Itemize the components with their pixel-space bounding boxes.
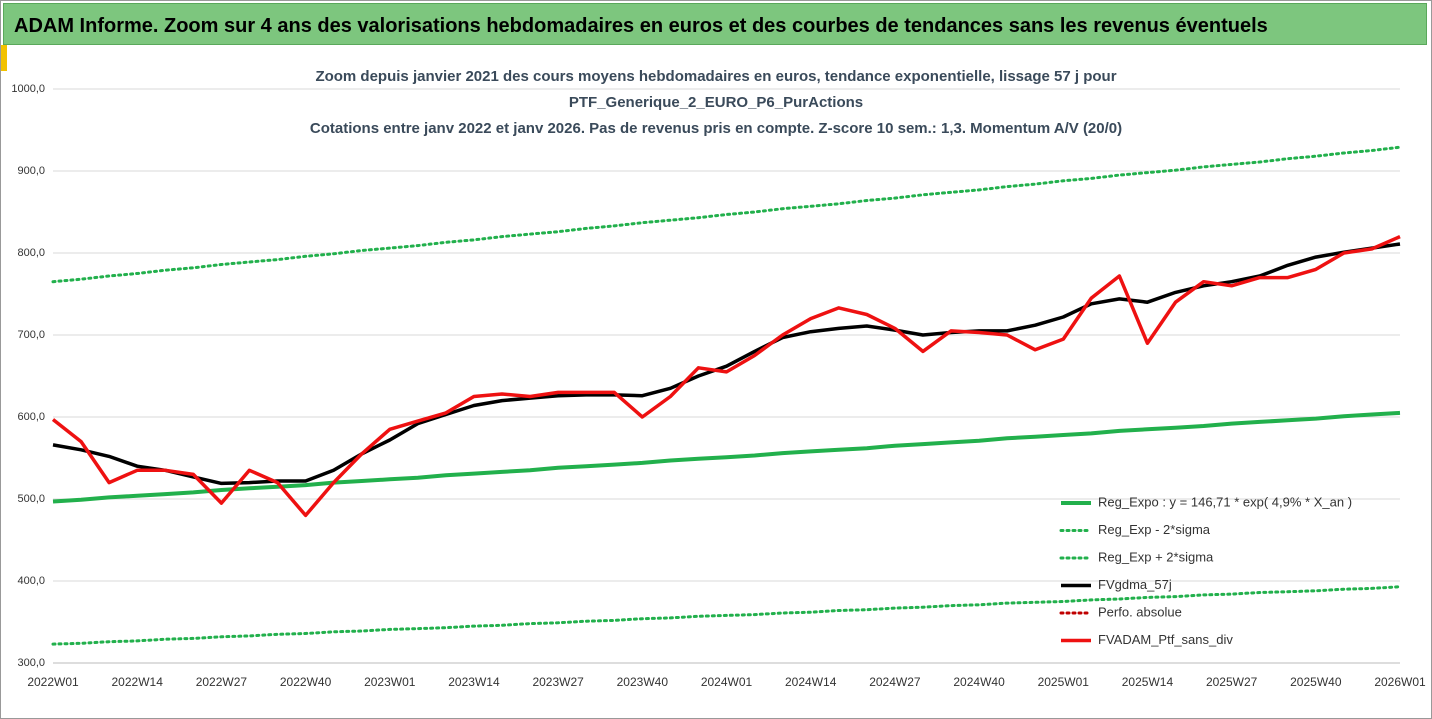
legend-label: Reg_Exp + 2*sigma <box>1098 549 1214 564</box>
legend-label: FVgdma_57j <box>1098 577 1172 592</box>
series-line <box>52 242 1401 486</box>
legend-label: FVADAM_Ptf_sans_div <box>1098 632 1233 647</box>
series-line <box>51 585 1402 646</box>
x-tick-label: 2023W01 <box>364 675 416 689</box>
x-tick-label: 2023W40 <box>617 675 669 689</box>
y-tick-label: 900,0 <box>17 165 45 177</box>
x-tick-label: 2024W01 <box>701 675 753 689</box>
series-line <box>51 145 1402 284</box>
x-tick-label: 2023W27 <box>532 675 584 689</box>
accent <box>1 45 7 71</box>
x-tick-label: 2025W40 <box>1290 675 1342 689</box>
x-tick-label: 2024W40 <box>953 675 1005 689</box>
header-title: ADAM Informe. Zoom sur 4 ans des valoris… <box>3 3 1427 45</box>
x-tick-label: 2022W14 <box>112 675 164 689</box>
y-tick-label: 600,0 <box>17 411 45 423</box>
chart-title: PTF_Generique_2_EURO_P6_PurActions <box>569 94 863 111</box>
y-tick-label: 800,0 <box>17 247 45 259</box>
legend-label: Reg_Expo : y = 146,71 * exp( 4,9% * X_an… <box>1098 494 1352 509</box>
series-line <box>51 234 1401 518</box>
y-tick-label: 700,0 <box>17 329 45 341</box>
chart-title: Zoom depuis janvier 2021 des cours moyen… <box>315 68 1116 85</box>
x-tick-label: 2024W14 <box>785 675 837 689</box>
x-tick-label: 2025W27 <box>1206 675 1258 689</box>
x-tick-label: 2022W40 <box>280 675 332 689</box>
x-tick-label: 2025W14 <box>1122 675 1174 689</box>
chart: Zoom depuis janvier 2021 des cours moyen… <box>11 68 1426 689</box>
x-tick-label: 2022W27 <box>196 675 248 689</box>
legend-label: Perfo. absolue <box>1098 604 1182 619</box>
x-tick-label: 2024W27 <box>869 675 921 689</box>
x-tick-label: 2023W14 <box>448 675 500 689</box>
y-tick-label: 400,0 <box>17 575 45 587</box>
y-tick-label: 1000,0 <box>11 83 45 95</box>
series-line <box>52 410 1401 504</box>
y-tick-label: 300,0 <box>17 657 45 669</box>
x-tick-label: 2022W01 <box>27 675 79 689</box>
x-tick-label: 2025W01 <box>1038 675 1090 689</box>
legend-label: Reg_Exp - 2*sigma <box>1098 522 1211 537</box>
chart-title: Cotations entre janv 2022 et janv 2026. … <box>310 120 1122 137</box>
y-tick-label: 500,0 <box>17 493 45 505</box>
x-tick-label: 2026W01 <box>1374 675 1426 689</box>
